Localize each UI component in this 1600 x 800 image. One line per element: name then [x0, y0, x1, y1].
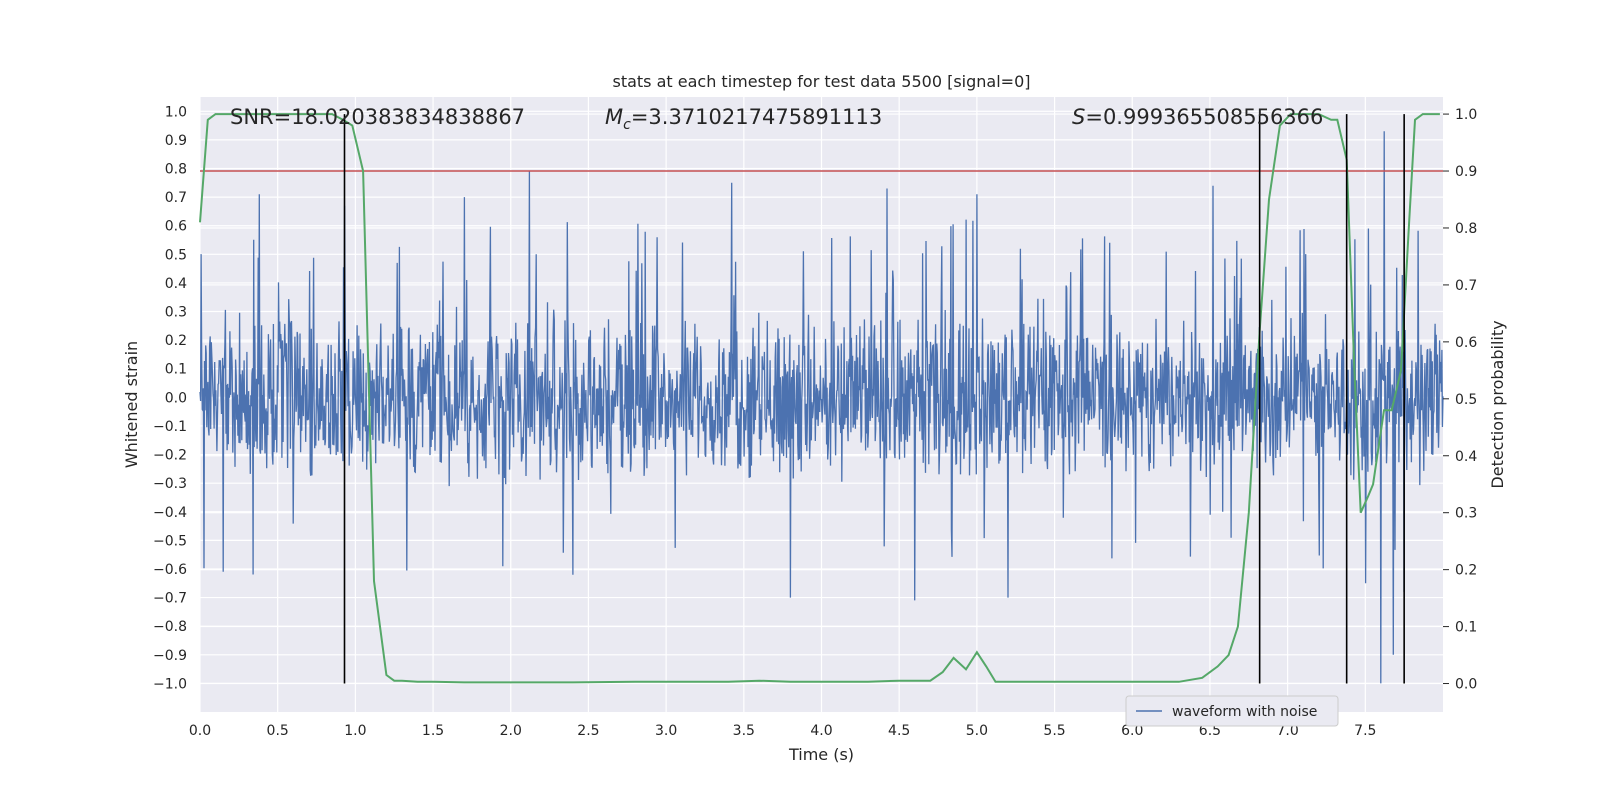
- legend-box: [1125, 695, 1339, 727]
- y-tick-label: 0.3: [165, 305, 187, 321]
- x-tick-label: 0.0: [189, 723, 211, 739]
- chirp-mass-subscript: c: [623, 117, 631, 133]
- y-axis-label: Whitened strain: [122, 341, 141, 468]
- y-tick-label: 0.9: [165, 133, 187, 149]
- chirp-mass-symbol: M: [605, 105, 623, 129]
- y2-tick-label: 1.0: [1455, 107, 1477, 123]
- y-tick-label: −0.9: [153, 648, 187, 664]
- y-tick-label: −0.6: [153, 562, 187, 578]
- y2-tick-label: 0.9: [1455, 164, 1477, 180]
- waveform-series-line: [199, 131, 1444, 684]
- y-tick-label: 0.5: [165, 247, 187, 263]
- y-tick-label: 0.1: [165, 362, 187, 378]
- y-tick-label: 0.2: [165, 333, 187, 349]
- x-tick-label: 0.5: [267, 723, 289, 739]
- x-axis-label: Time (s): [788, 745, 854, 764]
- score-value: =0.999365508556366: [1085, 105, 1323, 129]
- x-tick-label: 2.0: [500, 723, 522, 739]
- y-tick-label: −0.1: [153, 419, 187, 435]
- chirp-mass-value: =3.3710217475891113: [631, 105, 882, 129]
- y2-tick-label: 0.2: [1455, 563, 1477, 579]
- y-tick-label: −0.7: [153, 591, 187, 607]
- legend-entry: waveform with noise: [1172, 704, 1317, 720]
- y-tick-label: 1.0: [165, 104, 187, 120]
- x-tick-label: 3.5: [733, 723, 755, 739]
- y2-tick-label: 0.5: [1455, 392, 1477, 408]
- score-symbol: S: [1072, 105, 1085, 129]
- y2-tick-label: 0.4: [1455, 449, 1477, 465]
- x-tick-label: 2.5: [577, 723, 599, 739]
- snr-annotation: SNR=18.020383834838867: [230, 105, 525, 129]
- y2-tick-label: 0.1: [1455, 620, 1477, 636]
- y-tick-label: −0.2: [153, 448, 187, 464]
- y-tick-label: 0.4: [165, 276, 187, 292]
- y-tick-label: 0.0: [165, 390, 187, 406]
- x-tick-label: 7.5: [1354, 723, 1376, 739]
- y-tick-label: −0.8: [153, 619, 187, 635]
- y-tick-label: 0.8: [165, 162, 187, 178]
- x-tick-label: 3.0: [655, 723, 677, 739]
- y-tick-label: −0.5: [153, 533, 187, 549]
- detection-probability-line: [199, 113, 1440, 684]
- y2-axis-label: Detection probability: [1488, 320, 1507, 488]
- x-tick-label: 5.0: [966, 723, 988, 739]
- x-tick-label: 4.5: [888, 723, 910, 739]
- y-tick-label: 0.6: [165, 219, 187, 235]
- x-tick-label: 7.0: [1276, 723, 1298, 739]
- score-annotation: S=0.999365508556366: [1072, 105, 1323, 129]
- y-tick-label: −0.4: [153, 505, 187, 521]
- x-tick-label: 5.5: [1043, 723, 1065, 739]
- x-tick-label: 1.0: [344, 723, 366, 739]
- chart-title: stats at each timestep for test data 550…: [612, 72, 1030, 91]
- x-tick-label: 6.5: [1199, 723, 1221, 739]
- chirp-mass-annotation: Mc=3.3710217475891113: [605, 105, 882, 133]
- y2-tick-label: 0.6: [1455, 335, 1477, 351]
- y2-tick-label: 0.7: [1455, 278, 1477, 294]
- legend: waveform with noise: [1125, 695, 1339, 727]
- x-tick-label: 6.0: [1121, 723, 1143, 739]
- x-tick-label: 4.0: [810, 723, 832, 739]
- x-tick-label: 1.5: [422, 723, 444, 739]
- y-tick-label: −1.0: [153, 676, 187, 692]
- y2-tick-label: 0.0: [1455, 677, 1477, 693]
- y2-tick-label: 0.3: [1455, 506, 1477, 522]
- y2-tick-label: 0.8: [1455, 221, 1477, 237]
- y-tick-label: 0.7: [165, 190, 187, 206]
- y-tick-label: −0.3: [153, 476, 187, 492]
